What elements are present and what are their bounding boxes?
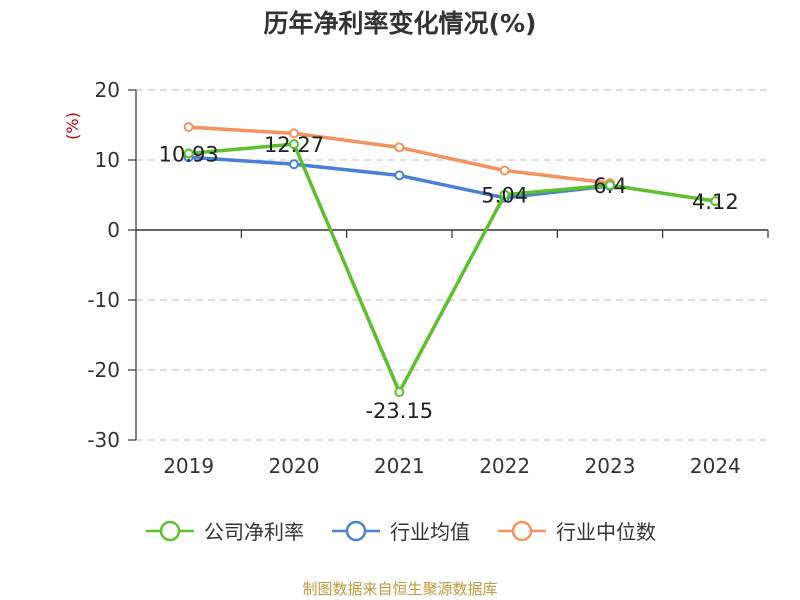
y-tick-label: 20 [95, 78, 120, 102]
y-tick-label: 0 [107, 218, 120, 242]
data-point [289, 159, 299, 170]
x-tick-label: 2019 [163, 454, 214, 478]
legend-marker [511, 520, 533, 541]
legend-label: 公司净利率 [204, 520, 304, 544]
legend-item[interactable]: 行业中位数 [496, 516, 656, 545]
data-point [394, 170, 405, 181]
data-label: 12.27 [264, 133, 324, 157]
data-point [499, 165, 510, 176]
x-tick-label: 2021 [374, 454, 425, 478]
data-label: 6.4 [593, 174, 626, 198]
data-source-note: 制图数据来自恒生聚源数据库 [302, 580, 498, 598]
x-tick-label: 2024 [690, 454, 741, 478]
data-point [289, 128, 299, 139]
data-point [710, 196, 721, 207]
data-point [183, 148, 194, 159]
legend-marker [345, 520, 367, 541]
legend-item[interactable]: 公司净利率 [144, 516, 304, 545]
data-label: 5.04 [481, 184, 528, 208]
legend-label: 行业均值 [390, 520, 470, 544]
legend-item[interactable]: 行业均值 [330, 516, 470, 545]
y-tick-label: -30 [87, 428, 120, 452]
series-line [188, 142, 716, 394]
data-point [605, 180, 615, 191]
data-label: -23.15 [365, 399, 433, 423]
chart-title: 历年净利率变化情况(%) [263, 9, 537, 38]
y-axis-label: (%) [63, 112, 82, 140]
data-point [394, 142, 405, 153]
legend-marker [159, 520, 181, 541]
legend-swatch-icon [332, 520, 380, 541]
legend-swatch-icon [146, 520, 194, 541]
data-point [499, 189, 510, 200]
x-tick-label: 2022 [479, 454, 530, 478]
y-tick-label: -20 [87, 358, 120, 382]
data-label: 10.93 [159, 142, 219, 166]
data-point [394, 387, 405, 398]
legend-label: 行业中位数 [556, 520, 656, 544]
data-label: 4.12 [692, 190, 739, 214]
x-tick-label: 2023 [585, 454, 636, 478]
data-point [183, 122, 194, 133]
x-tick-label: 2020 [269, 454, 320, 478]
chart-legend: 公司净利率 行业均值 行业中位数 [0, 516, 800, 545]
y-tick-label: -10 [87, 288, 120, 312]
data-point [289, 139, 299, 150]
legend-swatch-icon [498, 520, 546, 541]
y-tick-label: 10 [95, 148, 120, 172]
